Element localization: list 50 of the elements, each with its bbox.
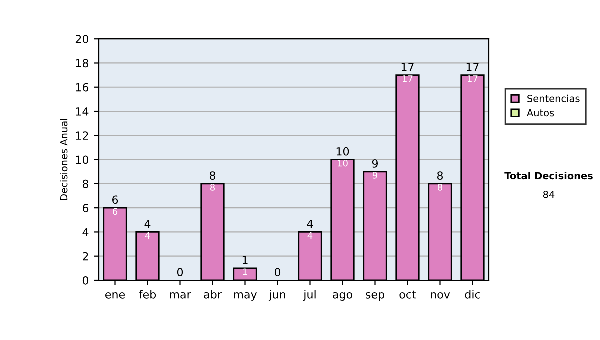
- text: 84: [543, 190, 555, 198]
- total-label: 4: [144, 220, 151, 228]
- x-tick-label: jun: [268, 290, 286, 301]
- total-label: 0: [177, 268, 184, 277]
- total-label: 9: [372, 160, 378, 168]
- x-tick-label: may: [234, 292, 258, 301]
- x-tick-label: ene: [106, 292, 126, 299]
- y-axis-title: Decisiones Anual: [60, 119, 68, 200]
- x-tick-label: ago: [333, 292, 352, 301]
- y-tick-label: 12: [76, 132, 88, 140]
- total-label: 6: [112, 196, 118, 204]
- total-label: 8: [210, 172, 216, 180]
- total-label: 4: [307, 220, 314, 228]
- y-tick-label: 20: [76, 35, 89, 44]
- x-tick-label: feb: [139, 290, 156, 299]
- y-tick-label: 0: [82, 276, 89, 285]
- y-tick-label: 14: [76, 108, 89, 116]
- data-label: 4: [145, 232, 150, 240]
- data-label: 6: [113, 208, 118, 216]
- y-tick-label: 16: [76, 83, 89, 92]
- data-label: 10: [338, 160, 348, 167]
- data-label: 4: [308, 232, 313, 240]
- x-tick-label: sep: [366, 292, 384, 301]
- total-label: 1: [242, 256, 248, 264]
- x-tick-label: abr: [204, 290, 222, 299]
- total-label: 0: [274, 268, 281, 277]
- data-label: 1: [243, 268, 248, 276]
- legend-label: Sentencias: [528, 94, 580, 102]
- total-label: 17: [466, 63, 479, 72]
- total-label: 8: [437, 172, 444, 180]
- y-tick-label: 18: [76, 59, 89, 68]
- x-tick-label: dic: [465, 290, 480, 299]
- data-label: 17: [403, 76, 413, 82]
- x-tick-label: mar: [170, 292, 192, 299]
- data-label: 17: [468, 76, 478, 82]
- legend-label: Autos: [527, 109, 554, 117]
- data-label: 8: [210, 184, 216, 191]
- y-tick-label: 8: [82, 180, 89, 188]
- x-tick-label: nov: [431, 292, 450, 299]
- x-tick-label: jul: [303, 290, 316, 301]
- total-label: 17: [402, 63, 414, 72]
- data-label: 9: [372, 172, 378, 179]
- total-label: 10: [336, 147, 350, 156]
- text: Total Decisiones: [504, 172, 593, 180]
- x-tick-label: oct: [400, 290, 416, 299]
- y-tick-label: 2: [83, 252, 88, 261]
- data-label: 8: [438, 184, 443, 191]
- y-tick-label: 6: [82, 204, 89, 212]
- y-tick-label: 4: [82, 228, 89, 236]
- y-tick-label: 10: [76, 156, 89, 164]
